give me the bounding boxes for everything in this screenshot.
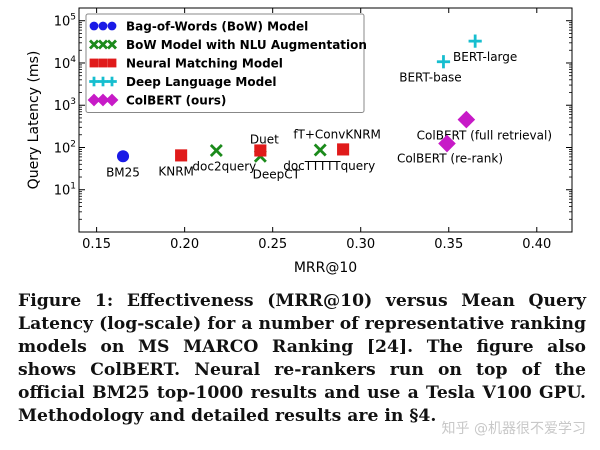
legend-marker: [107, 76, 117, 87]
data-label: DeepCT: [253, 167, 301, 181]
legend-marker: [98, 39, 108, 50]
legend-marker: [107, 58, 117, 68]
legend-label: BoW Model with NLU Augmentation: [126, 38, 367, 52]
data-label: fT+ConvKNRM: [293, 127, 381, 141]
data-point-colbert-re-rank-: [438, 134, 456, 153]
legend-label: ColBERT (ours): [126, 94, 226, 108]
data-label: doc2query: [192, 159, 256, 173]
data-point-bm25: [116, 150, 130, 163]
data-point-colbert-full-retrieval-: [457, 110, 476, 129]
data-label: BERT-large: [453, 50, 517, 64]
y-tick-label: 105: [54, 13, 76, 30]
data-point-duet: [254, 144, 267, 157]
data-point-knrm: [175, 149, 188, 162]
data-point-bert-large: [468, 34, 482, 48]
figure-caption: Figure 1: Effectiveness (MRR@10) versus …: [18, 291, 586, 426]
legend-marker: [98, 21, 108, 31]
legend-marker: [98, 76, 108, 87]
legend-marker: [107, 21, 117, 31]
legend-marker: [98, 58, 108, 68]
data-label: ColBERT (re-rank): [397, 152, 503, 166]
y-tick-label: 102: [54, 139, 76, 156]
x-tick-label: 0.30: [346, 237, 375, 252]
data-label: KNRM: [158, 164, 194, 178]
legend-label: Deep Language Model: [126, 75, 276, 89]
legend-marker: [105, 93, 119, 107]
data-label: BM25: [106, 165, 140, 179]
x-tick-label: 0.15: [82, 237, 111, 252]
data-point-ft-convknrm: [337, 143, 350, 156]
data-label: docTTTTTquery: [283, 159, 375, 173]
legend-label: Bag-of-Words (BoW) Model: [126, 20, 308, 34]
scatter-chart: 0.15 0.20 0.25 0.30 0.35 0.40 101 102 103 104 105 M…: [26, 7, 573, 276]
data-label: Duet: [250, 132, 279, 146]
legend-marker: [96, 93, 110, 107]
legend-label: Neural Matching Model: [126, 57, 283, 71]
legend-marker: [89, 21, 99, 31]
data-label: BERT-base: [399, 71, 461, 85]
y-axis-label: Query Latency (ms): [26, 51, 42, 190]
plot-frame: [78, 7, 573, 233]
data-point-doctttttquery: [313, 143, 327, 157]
data-point-doc2query: [209, 143, 223, 157]
legend-marker: [89, 58, 99, 68]
y-tick-label: 101: [54, 182, 76, 199]
data-point-bert-base: [436, 55, 451, 69]
x-tick-label: 0.25: [258, 237, 287, 252]
watermark: 知乎 @机器很不爱学习: [441, 421, 586, 437]
x-tick-label: 0.35: [434, 237, 463, 252]
legend-marker: [89, 39, 99, 50]
y-tick-label: 104: [54, 55, 77, 72]
x-axis-label: MRR@10: [294, 260, 357, 276]
legend-box: [85, 13, 365, 113]
legend-marker: [107, 39, 117, 50]
legend-marker: [87, 93, 101, 107]
y-tick-label: 103: [54, 97, 76, 114]
data-label: ColBERT (full retrieval): [417, 129, 552, 143]
x-tick-label: 0.40: [522, 237, 551, 252]
x-tick-label: 0.20: [170, 237, 199, 252]
legend-marker: [89, 76, 99, 87]
